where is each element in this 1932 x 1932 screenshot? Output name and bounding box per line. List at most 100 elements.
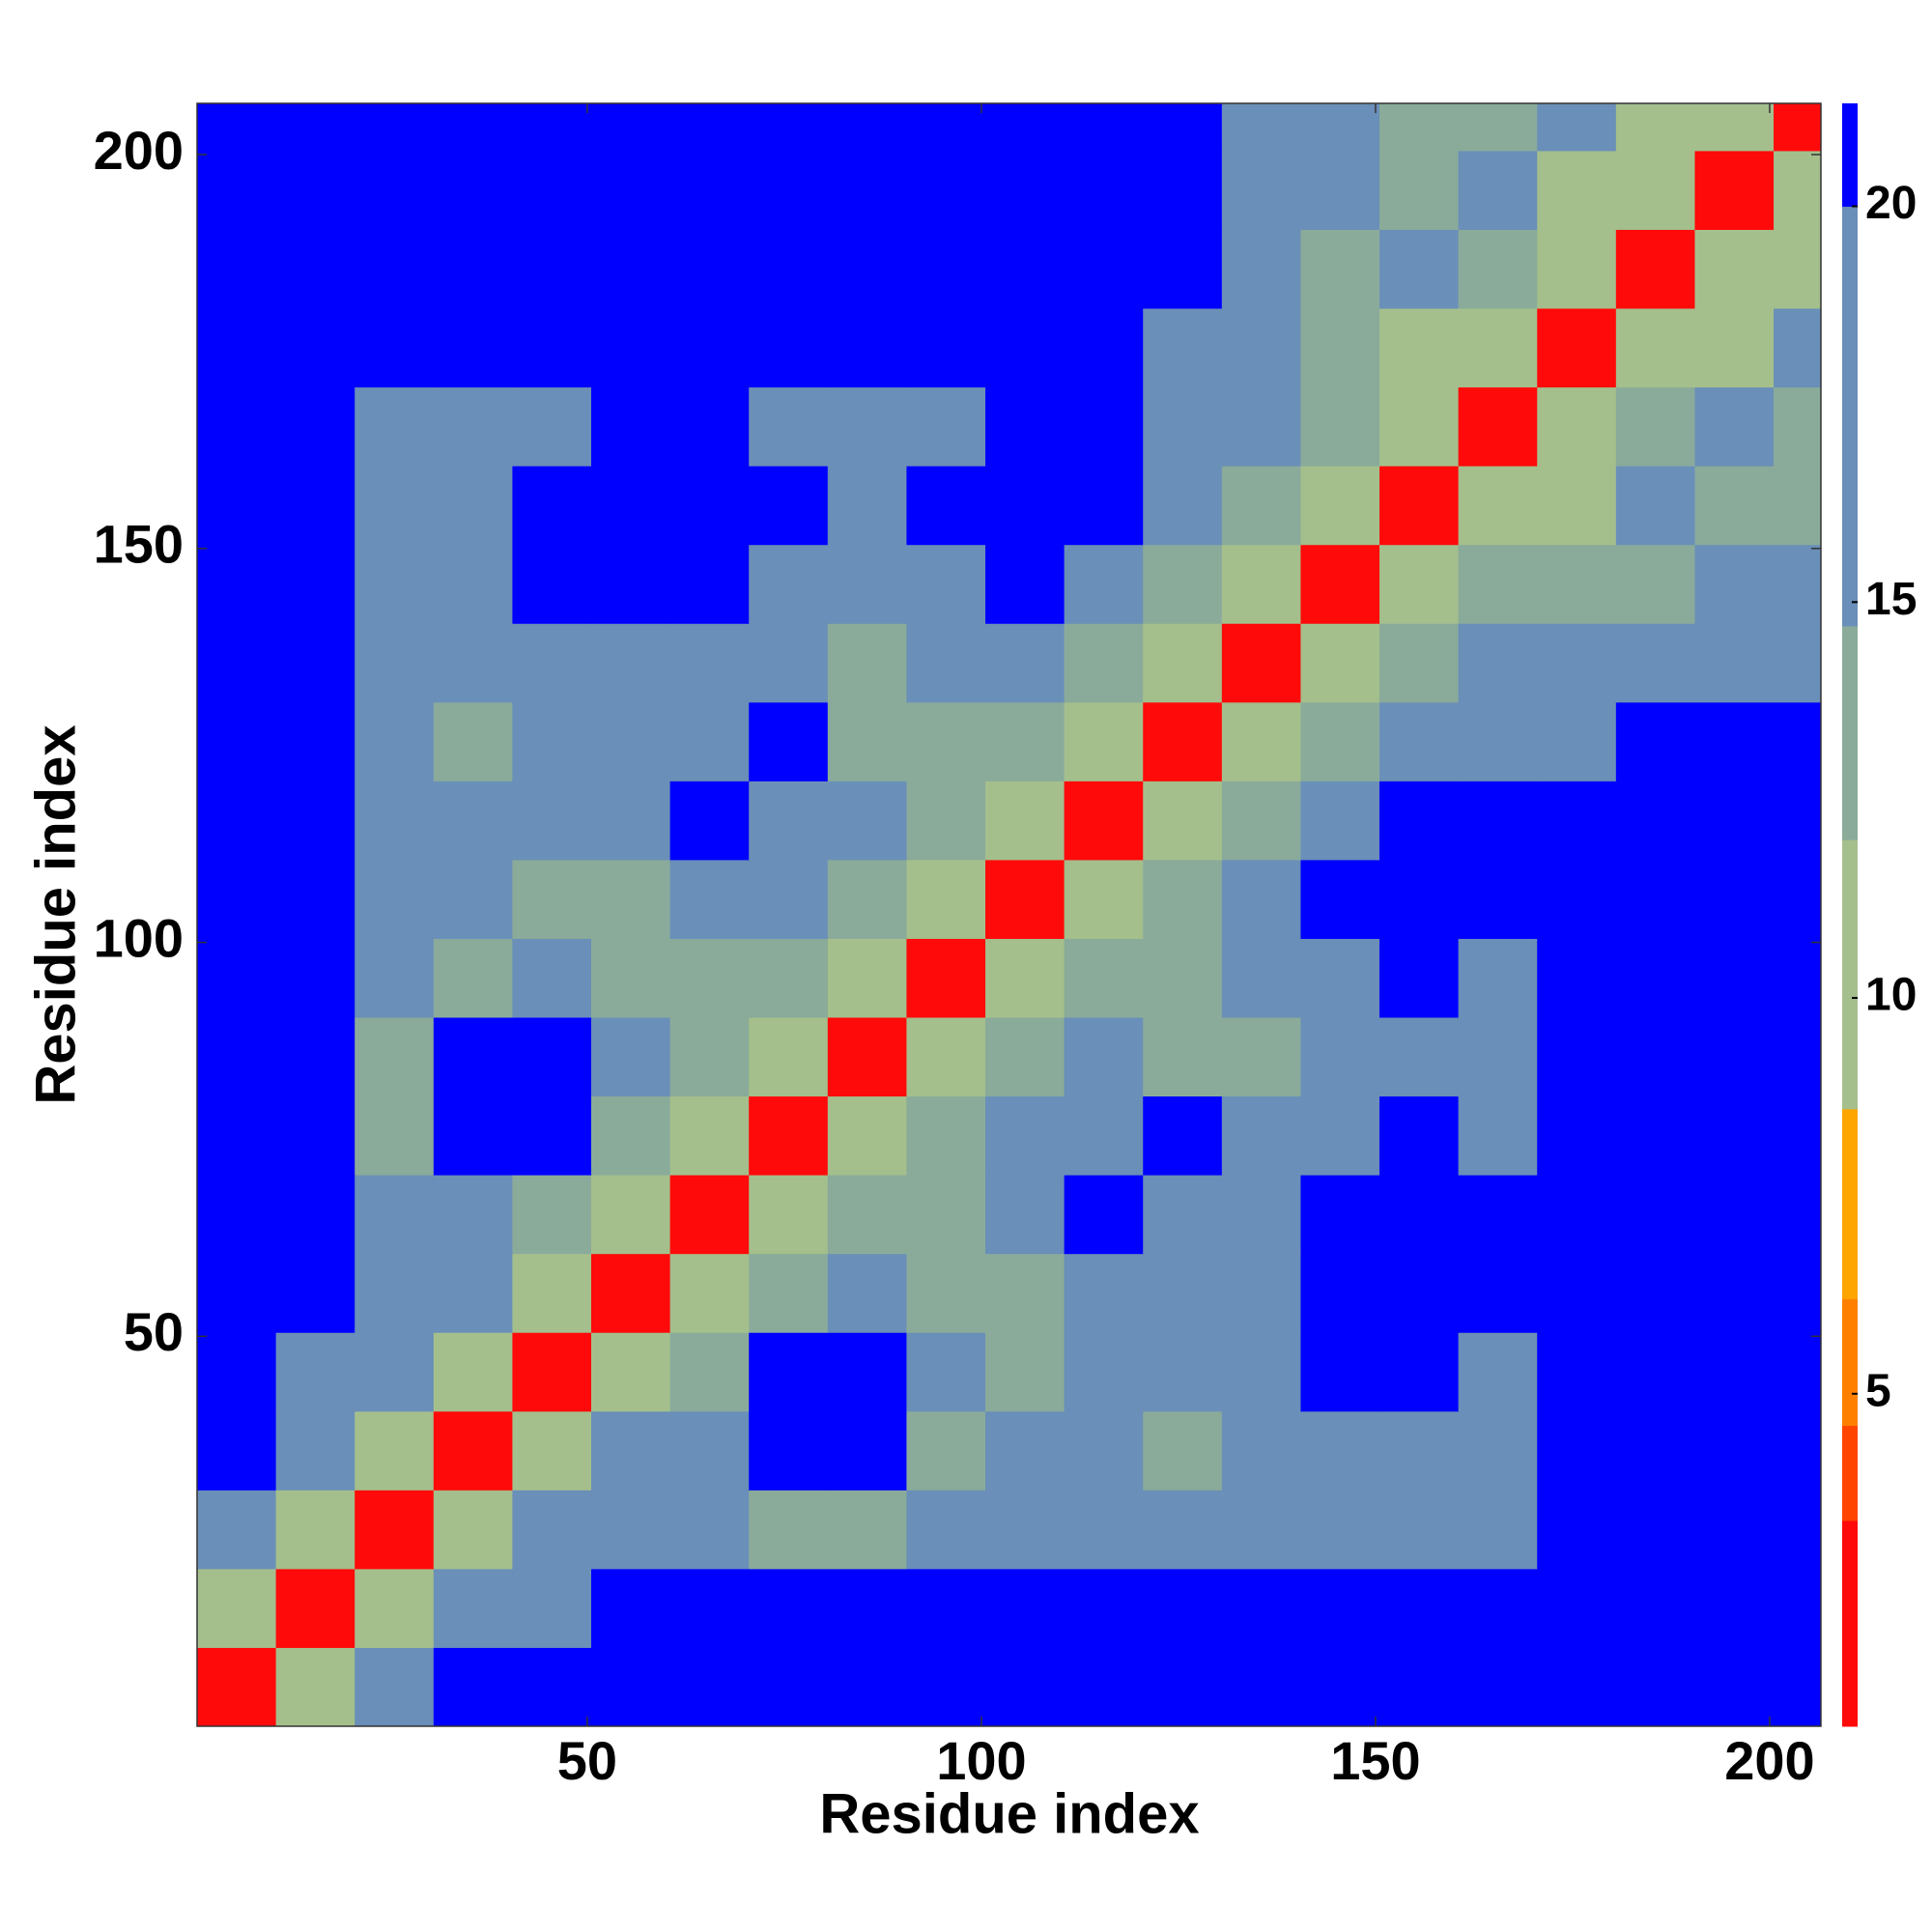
colorbar-segment xyxy=(1842,625,1858,840)
heatmap-cell xyxy=(1064,103,1144,152)
heatmap-cell xyxy=(1221,1095,1301,1176)
heatmap-cell xyxy=(1537,938,1617,1018)
heatmap-cell xyxy=(275,859,355,939)
heatmap-cell xyxy=(1143,701,1223,781)
x-tick-label: 100 xyxy=(936,1730,1026,1791)
heatmap-cell xyxy=(906,623,986,703)
heatmap-cell xyxy=(749,1095,829,1176)
heatmap-cell xyxy=(197,308,277,388)
heatmap-cell xyxy=(1143,938,1223,1018)
heatmap-cell xyxy=(827,103,907,152)
heatmap-cell xyxy=(591,1568,671,1648)
heatmap-cell xyxy=(1774,701,1822,781)
heatmap-cell xyxy=(749,1647,829,1727)
heatmap-cell xyxy=(433,1568,513,1648)
heatmap-cell xyxy=(355,1568,435,1648)
x-tick-label: 150 xyxy=(1330,1730,1420,1791)
heatmap-cell xyxy=(1694,859,1775,939)
heatmap-cell xyxy=(1221,1017,1301,1097)
heatmap-cell xyxy=(275,150,355,230)
heatmap-cell xyxy=(1537,386,1617,467)
heatmap-cell xyxy=(591,701,671,781)
heatmap-cell xyxy=(1300,781,1380,861)
heatmap-cell xyxy=(355,781,435,861)
heatmap-cell xyxy=(1221,781,1301,861)
heatmap-cell xyxy=(1300,544,1380,624)
heatmap-cell xyxy=(1774,1017,1822,1097)
heatmap-cell xyxy=(749,229,829,309)
colorbar-segment xyxy=(1842,1520,1858,1727)
heatmap-cell xyxy=(749,781,829,861)
heatmap-cell xyxy=(827,1253,907,1333)
heatmap-cell xyxy=(1064,1175,1144,1255)
heatmap-cell xyxy=(512,466,592,546)
heatmap-cell xyxy=(1221,859,1301,939)
heatmap-cell xyxy=(1537,701,1617,781)
heatmap-cell xyxy=(1615,1332,1695,1412)
heatmap-cell xyxy=(906,308,986,388)
heatmap-cell xyxy=(197,1175,277,1255)
heatmap-cell xyxy=(1458,1410,1538,1491)
heatmap-cell xyxy=(275,1647,355,1727)
heatmap-cell xyxy=(827,859,907,939)
heatmap-cell xyxy=(1458,1095,1538,1176)
heatmap-cell xyxy=(985,1490,1065,1570)
heatmap-cell xyxy=(1143,229,1223,309)
heatmap-cell xyxy=(197,229,277,309)
heatmap-cell xyxy=(669,1490,750,1570)
heatmap-cell xyxy=(1221,386,1301,467)
heatmap-cell xyxy=(1615,938,1695,1018)
heatmap-cell xyxy=(1300,1095,1380,1176)
heatmap-cell xyxy=(275,1253,355,1333)
heatmap-cell xyxy=(355,701,435,781)
heatmap-cell xyxy=(433,386,513,467)
heatmap-cell xyxy=(433,229,513,309)
heatmap-cell xyxy=(906,466,986,546)
heatmap-cell xyxy=(1694,1647,1775,1727)
heatmap-cell xyxy=(906,1332,986,1412)
heatmap-cell xyxy=(827,1175,907,1255)
heatmap-cell xyxy=(1064,1253,1144,1333)
heatmap-cell xyxy=(827,1095,907,1176)
heatmap-cell xyxy=(355,1332,435,1412)
heatmap-cell xyxy=(1694,103,1775,152)
heatmap-cell xyxy=(906,103,986,152)
heatmap-cell xyxy=(591,103,671,152)
heatmap-cell xyxy=(591,308,671,388)
heatmap-cell xyxy=(1064,859,1144,939)
heatmap-cell xyxy=(669,1647,750,1727)
heatmap-cell xyxy=(1537,1253,1617,1333)
heatmap-cell xyxy=(433,1490,513,1570)
heatmap-cell xyxy=(1694,1490,1775,1570)
heatmap-cell xyxy=(1300,229,1380,309)
y-tick-label: 200 xyxy=(94,120,184,181)
heatmap-cell xyxy=(512,1568,592,1648)
heatmap-cell xyxy=(1458,1490,1538,1570)
heatmap-cell xyxy=(512,386,592,467)
heatmap-cell xyxy=(197,938,277,1018)
heatmap-cell xyxy=(1537,1175,1617,1255)
heatmap-cell xyxy=(1143,1490,1223,1570)
heatmap-cell xyxy=(985,1017,1065,1097)
heatmap-cell xyxy=(1458,1568,1538,1648)
heatmap-cell xyxy=(1143,150,1223,230)
heatmap-cell xyxy=(275,103,355,152)
heatmap-cell xyxy=(985,859,1065,939)
heatmap-cell xyxy=(669,386,750,467)
heatmap-cell xyxy=(1064,1647,1144,1727)
heatmap-cell xyxy=(197,1095,277,1176)
heatmap-cell xyxy=(669,1253,750,1333)
colorbar: 5 10 15 20 xyxy=(1842,103,1917,1727)
heatmap-cell xyxy=(1615,386,1695,467)
heatmap-cell xyxy=(197,701,277,781)
heatmap-cell xyxy=(985,544,1065,624)
heatmap-cell xyxy=(355,938,435,1018)
heatmap-cell xyxy=(197,544,277,624)
heatmap-cell xyxy=(1774,1490,1822,1570)
heatmap-cell xyxy=(1458,781,1538,861)
heatmap-cell xyxy=(197,103,277,152)
heatmap-cell xyxy=(906,938,986,1018)
heatmap-cells xyxy=(197,103,1822,1727)
heatmap-cell xyxy=(827,229,907,309)
heatmap-cell xyxy=(275,386,355,467)
